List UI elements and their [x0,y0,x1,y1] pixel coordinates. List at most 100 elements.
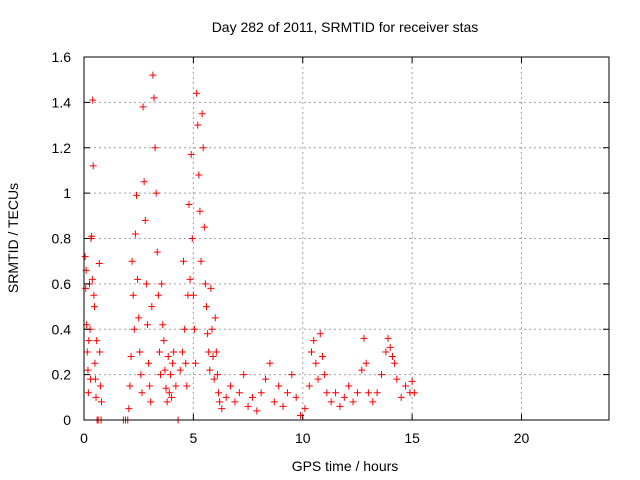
data-point [227,382,235,390]
data-point [153,248,161,256]
data-point [336,402,344,410]
data-point [362,359,370,367]
data-point [88,232,96,240]
data-point [161,366,169,374]
data-point [192,359,200,367]
data-point [135,314,143,322]
data-point [369,398,377,406]
data-point [187,151,195,159]
data-point [235,389,243,397]
y-tick-label: 0 [63,412,71,428]
data-point [158,280,166,288]
x-tick-label: 10 [295,430,311,446]
data-point [81,253,89,261]
data-point [84,366,92,374]
data-point [193,89,201,97]
data-point [169,359,177,367]
data-point [138,389,146,397]
data-point [197,257,205,265]
data-point [195,171,203,179]
data-point [288,371,296,379]
data-point [150,94,158,102]
data-point [270,398,278,406]
x-tick-label: 5 [189,430,197,446]
data-point [212,348,220,356]
data-point [155,348,163,356]
data-point [393,375,401,383]
data-point [154,291,162,299]
data-point [408,377,416,385]
data-point [133,191,140,199]
data-point [386,343,394,351]
y-tick-label: 0.2 [52,367,72,383]
chart-title: Day 282 of 2011, SRMTID for receiver sta… [212,19,479,35]
data-point [152,189,160,197]
data-point [127,352,135,360]
data-point [93,337,101,345]
data-point [410,389,418,397]
data-point [209,352,217,360]
data-point [253,407,261,415]
data-point [141,216,149,224]
data-point [139,103,147,111]
y-axis-label: SRMTID / TECUs [5,183,21,293]
data-point [190,325,198,333]
data-point [134,275,142,283]
data-point [95,259,103,267]
data-point [185,200,193,208]
data-point [397,393,405,401]
data-point [159,321,167,329]
data-point [201,280,209,288]
data-point [96,348,104,356]
data-point [373,389,381,397]
data-point [349,398,357,406]
data-point [131,230,139,238]
data-point [126,382,134,390]
data-point [147,398,155,406]
data-point [125,405,133,413]
data-point [327,398,335,406]
data-point [136,348,144,356]
data-point [83,348,91,356]
data-point [332,389,340,397]
data-point [137,371,145,379]
data-point [312,359,320,367]
data-point [170,348,178,356]
data-point [180,257,188,265]
data-point [85,337,93,345]
data-point [98,398,105,406]
data-points [81,71,418,424]
data-point [142,280,150,288]
data-point [162,384,170,392]
data-point [146,382,154,390]
data-point [199,144,207,152]
data-point [279,402,287,410]
data-point [148,303,156,311]
y-tick-label: 0.4 [52,321,72,337]
data-point [143,321,151,329]
data-point [321,371,329,379]
x-tick-label: 15 [404,430,420,446]
data-point [218,405,226,413]
x-axis-label: GPS time / hours [292,458,399,474]
data-point [360,334,368,342]
y-tick-label: 1 [63,185,71,201]
data-point [151,144,159,152]
data-point [345,382,353,390]
data-point [145,359,153,367]
data-point [244,402,252,410]
data-point [378,371,385,379]
data-point [318,352,326,360]
data-point [178,348,186,356]
data-point [160,337,168,345]
data-point [96,382,104,390]
data-point [90,291,98,299]
data-point [88,275,96,283]
data-point [181,325,189,333]
data-point [198,110,206,118]
data-point [207,284,215,292]
data-point [213,371,221,379]
data-point [188,235,196,242]
data-point [182,359,190,367]
y-tick-label: 1.4 [52,94,72,110]
